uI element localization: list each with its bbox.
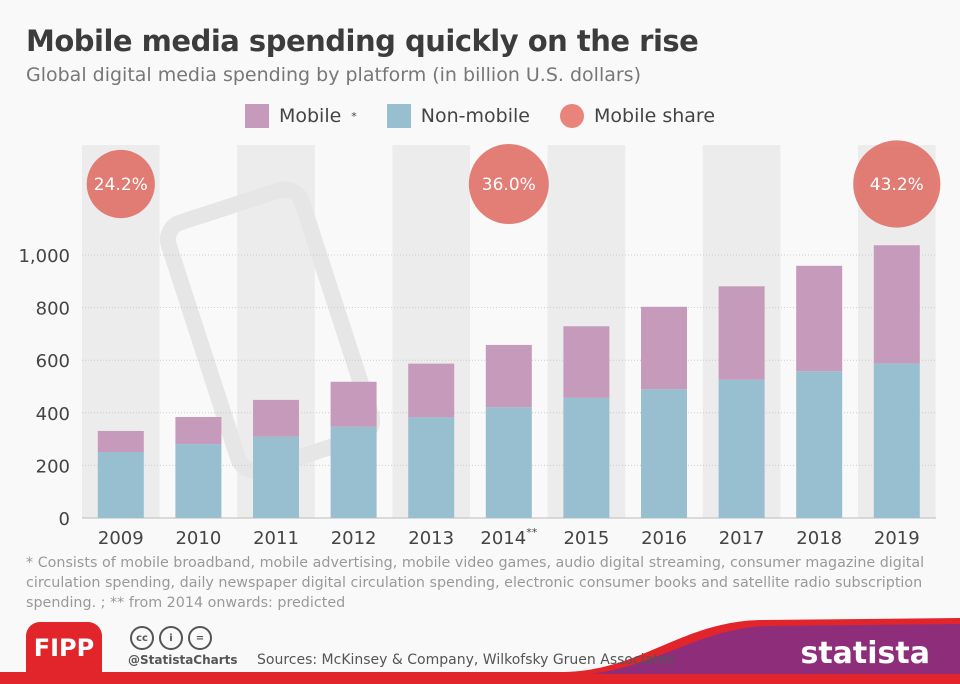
bar-mobile (718, 286, 765, 380)
legend-mobile-share: Mobile share (559, 104, 716, 128)
bar-non-mobile (485, 407, 532, 518)
page-title: Mobile media spending quickly on the ris… (26, 24, 699, 58)
bar-non-mobile (563, 397, 610, 518)
twitter-handle[interactable]: @StatistaCharts (128, 653, 238, 667)
chart: 0 200 400 600 800 1,000 2009 2010 2011 2012 2013 20… (18, 140, 941, 549)
no-derivatives-icon: = (188, 626, 212, 650)
bar-non-mobile (97, 451, 144, 518)
x-tick-label: 2010 (175, 528, 221, 549)
x-tick-label: 2018 (796, 528, 842, 549)
sources: Sources: McKinsey & Company, Wilkofsky G… (257, 652, 675, 668)
bar-mobile (796, 265, 843, 372)
legend-swatch (386, 104, 411, 128)
statista-logo[interactable]: statista (800, 636, 930, 671)
bar-non-mobile (641, 389, 687, 518)
x-tick-label: 2016 (641, 528, 687, 549)
cc-icon: cc (130, 626, 154, 650)
mobile-share-label: 24.2% (94, 175, 148, 195)
legend-non-mobile: Non-mobile (386, 104, 530, 128)
bar-non-mobile (175, 444, 222, 518)
page-subtitle: Global digital media spending by platfor… (26, 64, 641, 86)
x-tick-label: 2017 (719, 528, 765, 549)
footer-band (0, 618, 960, 684)
mobile-share-label: 43.2% (870, 175, 924, 195)
legend-swatch (244, 104, 269, 128)
x-tick-label: 2013 (408, 528, 454, 549)
legend-sup: * (351, 109, 357, 123)
bar-mobile (97, 430, 144, 452)
bar-mobile (330, 381, 377, 427)
bar-non-mobile (796, 371, 843, 518)
legend-label: Non-mobile (420, 105, 530, 127)
bar-non-mobile (408, 417, 455, 518)
x-tick-label: 2009 (98, 528, 144, 549)
mobile-share-bubble (853, 140, 941, 228)
x-tick-label: 2014** (480, 526, 537, 549)
footnote: * Consists of mobile broadband, mobile a… (26, 555, 925, 611)
y-tick-label: 800 (36, 299, 70, 320)
bar-mobile (175, 417, 222, 445)
x-tick-label: 2012 (331, 528, 377, 549)
bar-non-mobile (873, 363, 920, 518)
x-tick-label: 2019 (874, 528, 920, 549)
bar-non-mobile (718, 379, 765, 518)
bar-mobile (641, 306, 687, 390)
mobile-share-bubble (86, 149, 155, 219)
x-tick-label: 2015 (563, 528, 609, 549)
legend-swatch (559, 104, 584, 128)
bar-non-mobile (253, 436, 299, 518)
bar-mobile (563, 326, 610, 398)
creative-commons-icons[interactable]: cc i = (130, 626, 212, 650)
y-tick-label: 1,000 (18, 246, 70, 267)
bar-mobile (253, 399, 299, 437)
legend-label: Mobile share (593, 105, 716, 127)
attribution-icon: i (159, 626, 183, 650)
bar-mobile (408, 363, 455, 418)
legend-mobile: Mobile * (244, 104, 357, 128)
legend-label: Mobile (278, 105, 342, 127)
bar-mobile (873, 245, 920, 364)
mobile-share-label: 36.0% (482, 175, 536, 195)
bar-mobile (485, 344, 532, 408)
y-tick-label: 400 (36, 404, 70, 425)
fipp-logo: FIPP (26, 622, 102, 674)
y-tick-label: 200 (36, 456, 70, 477)
legend: Mobile * Non-mobile Mobile share (0, 104, 960, 128)
y-tick-label: 600 (36, 351, 70, 372)
bar-non-mobile (330, 426, 377, 518)
mobile-share-bubble (468, 144, 549, 224)
x-tick-label: 2011 (253, 528, 299, 549)
y-tick-label: 0 (59, 509, 70, 530)
phone-watermark-icon (159, 181, 381, 479)
